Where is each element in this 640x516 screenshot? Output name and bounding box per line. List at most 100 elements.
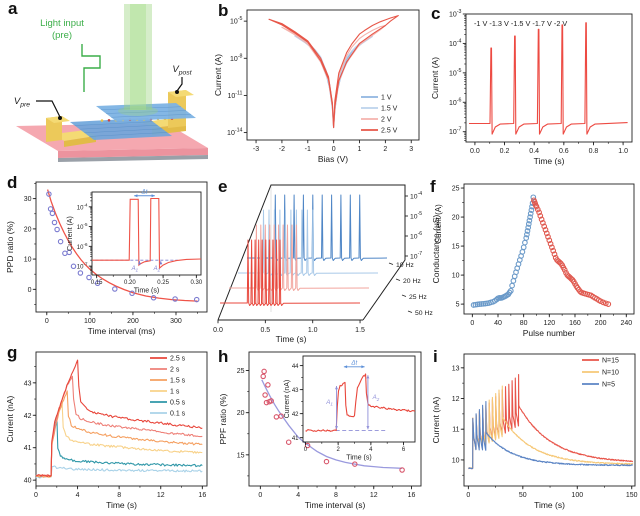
svg-text:0.25: 0.25	[157, 280, 169, 286]
panel-c: c 0.0 0.2 0.4 0.6 0.8 1.0 10-3 10-4 10-5 10-6 10-7…	[426, 0, 640, 172]
svg-text:13: 13	[452, 365, 460, 372]
svg-text:10-7: 10-7	[77, 262, 88, 271]
svg-text:1 V: 1 V	[381, 94, 392, 101]
svg-text:150: 150	[626, 492, 638, 499]
svg-text:Conductance (μS): Conductance (μS)	[431, 214, 441, 283]
panel-g: g 0 4 8 12 16 40 41 42 43 Time (s) Current (nA) 2.5…	[0, 344, 213, 516]
svg-text:-1 V -1.3 V -1.5 V -1.7 V -2 V: -1 V -1.3 V -1.5 V -1.7 V -2 V	[474, 19, 567, 28]
svg-text:0: 0	[304, 447, 308, 453]
svg-text:Time interval (s): Time interval (s)	[305, 500, 366, 510]
svg-text:2: 2	[383, 146, 387, 153]
svg-text:41: 41	[292, 436, 299, 442]
svg-text:Current (nA): Current (nA)	[431, 396, 441, 443]
svg-text:Pulse number: Pulse number	[523, 328, 576, 338]
panel-d: d 0 100 200 300 0 10 20 30 Time interval (ms) PPD…	[0, 172, 213, 344]
svg-text:0: 0	[332, 146, 336, 153]
svg-text:50 Hz: 50 Hz	[415, 310, 433, 317]
svg-text:A1: A1	[325, 399, 333, 407]
panel-f: f 0 40 80 120 160 200 240 5 10 15 20 25 Pulse number…	[426, 172, 640, 344]
svg-text:10-14: 10-14	[227, 128, 243, 138]
svg-text:Vpre: Vpre	[14, 96, 30, 108]
svg-text:1.5 V: 1.5 V	[381, 105, 398, 112]
svg-text:10: 10	[452, 273, 460, 280]
svg-text:Vpost: Vpost	[172, 64, 192, 76]
svg-text:0: 0	[45, 318, 49, 325]
svg-text:2.5 V: 2.5 V	[381, 127, 398, 134]
svg-text:200: 200	[127, 318, 139, 325]
svg-text:10-5: 10-5	[410, 211, 422, 220]
svg-text:10: 10	[24, 257, 32, 264]
svg-text:10-6: 10-6	[77, 242, 88, 251]
svg-text:0: 0	[466, 492, 470, 499]
svg-text:20 Hz: 20 Hz	[403, 278, 421, 285]
svg-text:10-5: 10-5	[449, 68, 462, 78]
panel-g-label: g	[7, 343, 18, 362]
svg-text:43: 43	[292, 388, 299, 394]
panel-f-label: f	[430, 177, 436, 196]
svg-text:0.0: 0.0	[470, 148, 480, 155]
svg-text:12: 12	[370, 492, 378, 499]
svg-text:10 Hz: 10 Hz	[396, 262, 414, 269]
svg-text:10: 10	[452, 457, 460, 464]
svg-text:0.8: 0.8	[589, 148, 599, 155]
svg-text:0: 0	[258, 492, 262, 499]
svg-text:Bias (V): Bias (V)	[318, 154, 348, 164]
svg-text:0.0: 0.0	[213, 327, 223, 334]
panel-b-chart: -3 -2 -1 0 1 2 3 10-5 10-8 10-11 10-14 Bias (V) Curr…	[213, 0, 426, 177]
svg-text:-3: -3	[253, 146, 259, 153]
svg-text:A2: A2	[153, 266, 161, 273]
svg-text:(pre): (pre)	[52, 30, 72, 41]
svg-text:10-7: 10-7	[410, 251, 422, 260]
panel-e-label: e	[218, 177, 228, 196]
panel-g-chart: 0 4 8 12 16 40 41 42 43 Time (s) Current (nA) 2.5 s…	[0, 344, 213, 516]
panel-h-label: h	[218, 347, 229, 366]
svg-text:20: 20	[237, 410, 245, 417]
svg-text:300: 300	[170, 318, 182, 325]
svg-text:Time (s): Time (s)	[134, 288, 159, 295]
panel-i-chart: 0 50 100 150 10 11 12 13 Time (s) Current (nA) N=1…	[426, 344, 640, 516]
svg-text:Time interval (ms): Time interval (ms)	[88, 326, 156, 336]
svg-text:N=15: N=15	[602, 357, 619, 364]
svg-text:10-6: 10-6	[449, 97, 462, 107]
panel-d-chart: 0 100 200 300 0 10 20 30 Time interval (ms) PPD r…	[0, 172, 213, 349]
svg-text:42: 42	[292, 412, 299, 418]
panel-f-chart: 0 40 80 120 160 200 240 5 10 15 20 25 Pulse number Co…	[426, 172, 640, 349]
svg-text:0.5 s: 0.5 s	[170, 399, 186, 406]
svg-text:8: 8	[117, 492, 121, 499]
svg-text:43: 43	[24, 380, 32, 387]
svg-text:0.4: 0.4	[529, 148, 539, 155]
svg-text:Light input: Light input	[40, 18, 84, 29]
svg-text:N=10: N=10	[602, 369, 619, 376]
panel-e: e 0.0 0.5 1.0 1.5 Time (s) 10-4 10-5 10-6 10-7 Cu…	[213, 172, 443, 344]
svg-text:1.0: 1.0	[618, 148, 628, 155]
panel-i-label: i	[433, 347, 438, 366]
svg-text:10-4: 10-4	[410, 191, 422, 200]
svg-text:PPD ratio (%): PPD ratio (%)	[5, 221, 15, 273]
svg-text:240: 240	[620, 320, 632, 327]
svg-text:16: 16	[198, 492, 206, 499]
panel-a-schematic: Light input (pre) Vpre Vpost	[0, 0, 213, 177]
svg-text:4: 4	[76, 492, 80, 499]
svg-text:4: 4	[296, 492, 300, 499]
svg-text:30: 30	[24, 196, 32, 203]
svg-text:25 Hz: 25 Hz	[409, 294, 427, 301]
svg-text:20: 20	[452, 215, 460, 222]
svg-text:0.30: 0.30	[191, 280, 203, 286]
svg-text:5: 5	[456, 302, 460, 309]
svg-text:10-11: 10-11	[227, 90, 242, 100]
svg-text:3: 3	[409, 146, 413, 153]
svg-text:40: 40	[24, 478, 32, 485]
svg-text:0.5: 0.5	[260, 327, 270, 334]
panel-h: h 0 4 8 12 16 15 20 25 Time interval (s) PPF rati…	[213, 344, 426, 516]
svg-text:0.2: 0.2	[500, 148, 510, 155]
panel-a-label: a	[8, 0, 18, 18]
svg-text:50: 50	[519, 492, 527, 499]
panel-d-label: d	[7, 173, 18, 192]
svg-text:0: 0	[34, 492, 38, 499]
svg-text:42: 42	[24, 413, 32, 420]
svg-text:0: 0	[28, 287, 32, 294]
svg-text:Time (s): Time (s)	[534, 156, 565, 166]
svg-text:A2: A2	[372, 394, 380, 402]
svg-text:120: 120	[543, 320, 555, 327]
svg-text:100: 100	[84, 318, 96, 325]
